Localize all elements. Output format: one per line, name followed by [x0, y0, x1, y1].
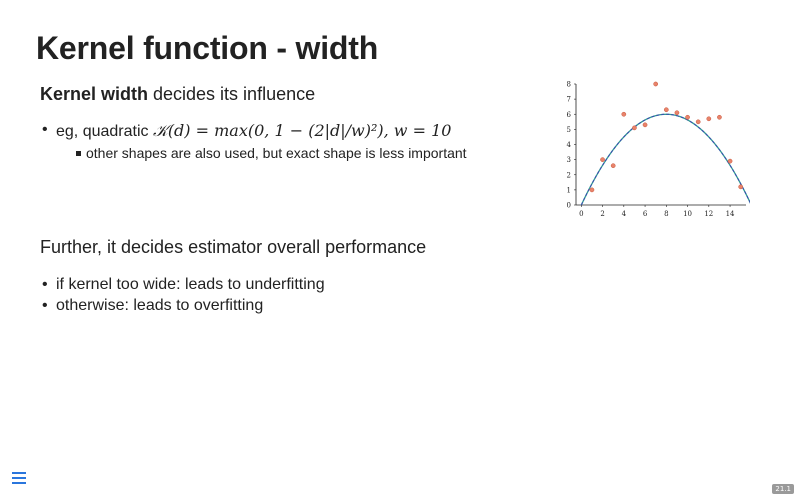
x-tick-label: 8	[664, 210, 668, 218]
data-point	[610, 163, 616, 169]
x-tick-label: 4	[622, 210, 627, 218]
x-tick-label: 10	[683, 210, 692, 218]
data-point	[706, 116, 712, 122]
data-point	[695, 119, 701, 125]
y-tick-label: 3	[567, 156, 571, 164]
lead-rest: decides its influence	[148, 84, 316, 104]
y-tick-label: 5	[567, 126, 571, 134]
data-point	[632, 125, 637, 131]
y-tick-label: 6	[567, 111, 572, 119]
bullet-overfitting: otherwise: leads to overfitting	[42, 297, 263, 315]
data-point	[663, 107, 669, 113]
x-tick-label: 12	[704, 210, 713, 218]
y-tick-label: 1	[567, 186, 571, 194]
lead2-text: Further, it decides estimator overall pe…	[40, 237, 427, 257]
y-tick-label: 2	[567, 171, 571, 179]
y-tick-label: 7	[567, 96, 571, 104]
y-tick-label: 8	[567, 81, 571, 89]
slide-number: 21.1	[772, 484, 794, 494]
data-point	[600, 157, 605, 162]
page-title: Kernel function - width	[36, 30, 379, 66]
lead-text: Kernel width decides its influence	[40, 84, 315, 105]
kernel-formula: 𝒦(d) = max(0, 1 − (2|d|/w)²), w = 10	[152, 121, 452, 140]
x-tick-label: 0	[579, 210, 583, 218]
data-point	[653, 81, 659, 87]
lead-bold: Kernel width	[40, 84, 149, 104]
x-tick-label: 6	[643, 210, 648, 218]
bullet-underfitting: if kernel too wide: leads to underfittin…	[42, 276, 325, 294]
data-point	[738, 184, 744, 190]
kernel-curve-dashed	[580, 113, 750, 206]
bullet-prefix: eg, quadratic	[56, 123, 153, 140]
menu-icon[interactable]	[12, 472, 26, 486]
data-point	[589, 187, 595, 193]
sub-bullet: other shapes are also used, but exact sh…	[76, 145, 467, 161]
data-point	[727, 158, 733, 164]
y-tick-label: 0	[567, 202, 571, 210]
y-tick-label: 4	[567, 141, 572, 149]
x-tick-label: 14	[726, 210, 735, 218]
data-point	[621, 111, 627, 117]
x-tick-label: 2	[600, 210, 604, 218]
bullet-quadratic: eg, quadratic 𝒦(d) = max(0, 1 − (2|d|/w)…	[42, 121, 452, 141]
data-point	[685, 114, 690, 120]
data-point	[674, 110, 680, 116]
data-point	[642, 122, 648, 128]
data-point	[717, 114, 722, 120]
